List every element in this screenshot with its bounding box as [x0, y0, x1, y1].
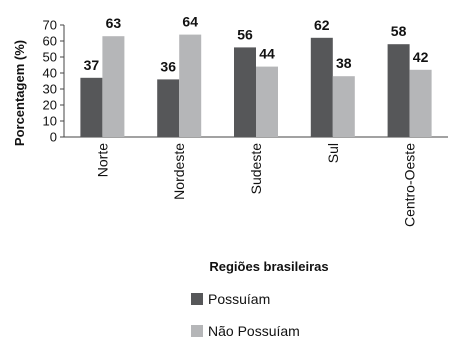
- legend: Possuíam Não Possuíam: [191, 291, 300, 339]
- legend-label-possuiam: Possuíam: [208, 291, 270, 307]
- value-label-possuiam-sul: 62: [314, 17, 330, 33]
- bar-possuiam-norte: [80, 77, 103, 137]
- value-label-possuiam-nordeste: 36: [160, 58, 176, 74]
- bar-nao-possuiam-centro-oeste: [409, 69, 432, 137]
- legend-swatch-nao-possuiam: [191, 325, 203, 337]
- y-axis-title: Porcentagem (%): [12, 40, 27, 146]
- y-tick-label: 40: [43, 66, 57, 81]
- category-label-sul: Sul: [325, 143, 341, 163]
- bar-possuiam-centro-oeste: [387, 44, 410, 138]
- y-tick-label: 10: [43, 114, 57, 129]
- bar-nao-possuiam-sul: [332, 76, 355, 137]
- y-tick-label: 70: [43, 18, 57, 33]
- category-label-norte: Norte: [94, 143, 110, 177]
- category-label-sudeste: Sudeste: [248, 143, 264, 195]
- value-label-nao-possuiam-sudeste: 44: [259, 46, 275, 62]
- bar-possuiam-sul: [310, 37, 333, 137]
- value-label-possuiam-sudeste: 56: [237, 26, 253, 42]
- value-labels-group: 37 63 36 64 56 44 62 38 58 42: [84, 14, 429, 75]
- value-label-nao-possuiam-norte: 63: [106, 15, 122, 31]
- legend-swatch-possuiam: [191, 293, 203, 305]
- y-tick-label: 0: [50, 130, 57, 145]
- value-label-nao-possuiam-sul: 38: [336, 55, 352, 71]
- value-label-possuiam-centro-oeste: 58: [391, 23, 407, 39]
- value-label-nao-possuiam-centro-oeste: 42: [413, 49, 429, 65]
- category-label-centro-oeste: Centro-Oeste: [402, 143, 418, 227]
- y-tick-label: 30: [43, 82, 57, 97]
- y-tick-label: 60: [43, 34, 57, 49]
- x-axis-title: Regiões brasileiras: [209, 259, 328, 274]
- category-labels-group: Norte Nordeste Sudeste Sul Centro-Oeste: [94, 143, 417, 227]
- bar-possuiam-nordeste: [157, 79, 180, 137]
- legend-label-nao-possuiam: Não Possuíam: [208, 323, 300, 339]
- category-label-nordeste: Nordeste: [171, 143, 187, 200]
- bars-group: [80, 34, 432, 138]
- bar-nao-possuiam-norte: [102, 36, 125, 138]
- value-label-possuiam-norte: 37: [84, 57, 100, 73]
- y-tick-label: 50: [43, 50, 57, 65]
- value-label-nao-possuiam-nordeste: 64: [182, 14, 198, 30]
- bar-nao-possuiam-nordeste: [179, 34, 202, 137]
- bar-possuiam-sudeste: [234, 47, 256, 137]
- y-tick-label: 20: [43, 98, 57, 113]
- bar-nao-possuiam-sudeste: [256, 66, 278, 137]
